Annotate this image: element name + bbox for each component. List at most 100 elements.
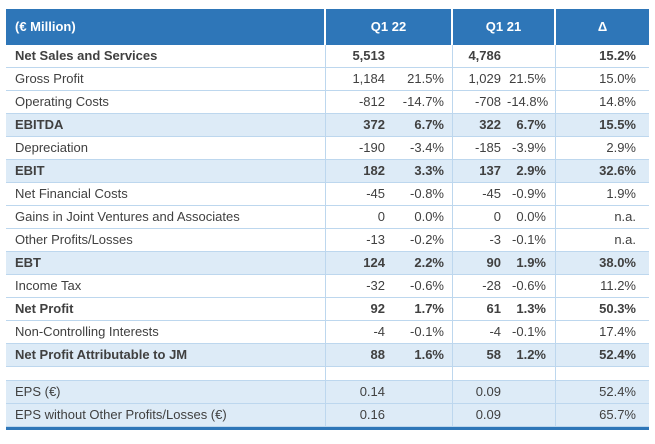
q1-21-value: 322	[479, 117, 501, 132]
q1-22-pct: -14.7%	[392, 91, 453, 113]
q1-22-value: 5,513	[352, 48, 385, 63]
q1-22-pct: 1.6%	[392, 344, 453, 366]
q1-21-pct: 21.5%	[507, 68, 556, 90]
q1-21-value: 0.09	[475, 407, 501, 422]
header-col-delta: Δ	[556, 9, 649, 45]
q1-21-pct: -0.9%	[507, 183, 556, 205]
row-label: Income Tax	[6, 275, 326, 297]
q1-22-pct: 2.2%	[392, 252, 453, 274]
q1-22-pct	[392, 45, 453, 67]
q1-21-value: -45	[482, 186, 501, 201]
table-row: Net Profit Attributable to JM 88 1.6% 58 1.2…	[6, 344, 649, 367]
q1-22-value: 88	[370, 347, 385, 362]
delta-value: n.a.	[614, 232, 636, 247]
header-unit-label: (€ Million)	[6, 9, 326, 45]
table-row: Operating Costs -812 -14.7% -708 -14.8% 14.8%	[6, 91, 649, 114]
q1-22-pct: 21.5%	[392, 68, 453, 90]
q1-21-value: -708	[474, 94, 501, 109]
q1-22-value	[326, 367, 392, 380]
q1-21-pct: -0.6%	[507, 275, 556, 297]
delta-value	[556, 367, 649, 380]
row-label	[6, 367, 326, 380]
table-bottom-rule	[6, 427, 649, 430]
table-row: Depreciation -190 -3.4% -185 -3.9% 2.9%	[6, 137, 649, 160]
q1-22-pct	[392, 404, 453, 426]
q1-21-pct: 2.9%	[507, 160, 556, 182]
q1-21-pct: 1.2%	[507, 344, 556, 366]
q1-22-pct	[392, 381, 453, 403]
q1-22-pct: -0.2%	[392, 229, 453, 251]
table-row: Income Tax -32 -0.6% -28 -0.6% 11.2%	[6, 275, 649, 298]
q1-21-value: 58	[486, 347, 501, 362]
q1-22-value: -812	[358, 94, 385, 109]
header-col-q1-22: Q1 22	[326, 9, 453, 45]
q1-21-pct	[507, 404, 556, 426]
q1-21-value: 137	[479, 163, 501, 178]
table-row: Net Financial Costs -45 -0.8% -45 -0.9% 1.9%	[6, 183, 649, 206]
row-label: EBT	[6, 252, 326, 274]
row-label: Net Profit	[6, 298, 326, 320]
delta-value: 52.4%	[599, 384, 636, 399]
delta-value: 1.9%	[606, 186, 636, 201]
q1-21-pct: 0.0%	[507, 206, 556, 228]
delta-value: n.a.	[614, 209, 636, 224]
q1-22-pct: 3.3%	[392, 160, 453, 182]
table-row: Gains in Joint Ventures and Associates 0 0…	[6, 206, 649, 229]
q1-22-pct: 0.0%	[392, 206, 453, 228]
q1-21-pct	[507, 367, 556, 380]
q1-22-value: 92	[370, 301, 385, 316]
q1-21-value: -4	[489, 324, 501, 339]
table-body: Net Sales and Services 5,513 4,786 15.2% Gro…	[6, 45, 649, 427]
q1-22-value: -190	[358, 140, 385, 155]
table-row: Net Profit 92 1.7% 61 1.3% 50.3%	[6, 298, 649, 321]
delta-value: 65.7%	[599, 407, 636, 422]
q1-21-value: 0.09	[475, 384, 501, 399]
row-label: Other Profits/Losses	[6, 229, 326, 251]
q1-21-pct	[507, 381, 556, 403]
q1-21-value: -28	[482, 278, 501, 293]
q1-22-value: 372	[363, 117, 385, 132]
row-label: Gains in Joint Ventures and Associates	[6, 206, 326, 228]
q1-22-value: 0.16	[359, 407, 385, 422]
delta-value: 38.0%	[599, 255, 636, 270]
table-row: Gross Profit 1,184 21.5% 1,029 21.5% 15.0%	[6, 68, 649, 91]
table-row: EPS (€) 0.14 0.09 52.4%	[6, 381, 649, 404]
table-header-row: (€ Million) Q1 22 Q1 21 Δ	[6, 9, 649, 45]
row-label: Non-Controlling Interests	[6, 321, 326, 343]
delta-value: 52.4%	[599, 347, 636, 362]
row-label: EPS (€)	[6, 381, 326, 403]
q1-21-value	[453, 367, 507, 380]
q1-22-value: 1,184	[352, 71, 385, 86]
q1-22-pct: 6.7%	[392, 114, 453, 136]
financial-results-page: (€ Million) Q1 22 Q1 21 Δ Net Sales and …	[6, 9, 649, 430]
row-label: Net Financial Costs	[6, 183, 326, 205]
delta-value: 2.9%	[606, 140, 636, 155]
income-statement-table: (€ Million) Q1 22 Q1 21 Δ Net Sales and …	[6, 9, 649, 430]
q1-21-value: 0	[493, 209, 501, 224]
q1-22-value: 182	[363, 163, 385, 178]
table-row: EPS without Other Profits/Losses (€) 0.16…	[6, 404, 649, 427]
q1-22-pct: -3.4%	[392, 137, 453, 159]
q1-22-value: -32	[366, 278, 385, 293]
q1-21-pct: -0.1%	[507, 229, 556, 251]
spacer-row	[6, 367, 649, 381]
row-label: Net Profit Attributable to JM	[6, 344, 326, 366]
table-row: Net Sales and Services 5,513 4,786 15.2%	[6, 45, 649, 68]
q1-22-pct	[392, 367, 453, 380]
q1-22-pct: -0.1%	[392, 321, 453, 343]
table-row: Other Profits/Losses -13 -0.2% -3 -0.1% n.a.	[6, 229, 649, 252]
q1-21-pct: 1.9%	[507, 252, 556, 274]
q1-21-value: 4,786	[468, 48, 501, 63]
row-label: Depreciation	[6, 137, 326, 159]
q1-22-value: 0.14	[359, 384, 385, 399]
q1-22-pct: -0.6%	[392, 275, 453, 297]
delta-value: 15.5%	[599, 117, 636, 132]
q1-21-pct: -3.9%	[507, 137, 556, 159]
q1-22-pct: -0.8%	[392, 183, 453, 205]
table-row: Non-Controlling Interests -4 -0.1% -4 -0.1% 1…	[6, 321, 649, 344]
delta-value: 11.2%	[600, 278, 636, 293]
row-label: Operating Costs	[6, 91, 326, 113]
q1-22-value: 124	[363, 255, 385, 270]
delta-value: 50.3%	[599, 301, 636, 316]
q1-22-value: 0	[377, 209, 385, 224]
